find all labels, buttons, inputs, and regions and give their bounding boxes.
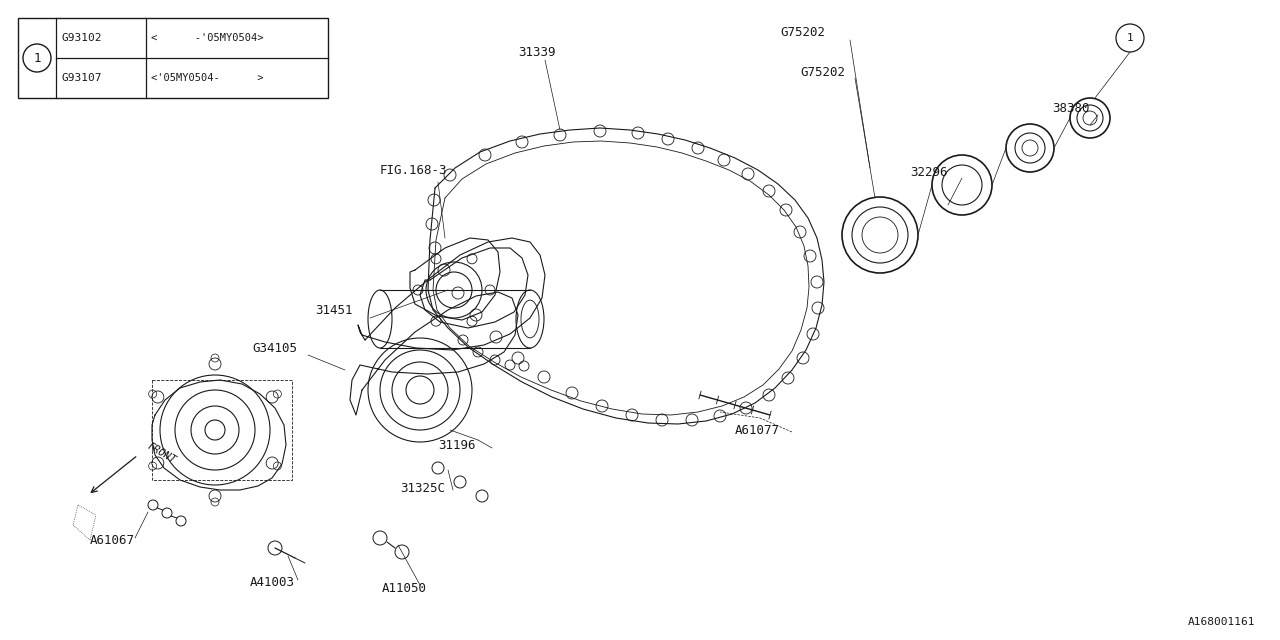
Text: 31451: 31451: [315, 303, 352, 317]
Text: G75202: G75202: [800, 65, 845, 79]
Text: <'05MY0504-      >: <'05MY0504- >: [151, 73, 264, 83]
Text: A61077: A61077: [735, 424, 780, 436]
Text: G34105: G34105: [252, 342, 297, 355]
Bar: [152, 380, 292, 480]
Text: 38380: 38380: [1052, 102, 1089, 115]
Text: 31339: 31339: [518, 45, 556, 58]
Text: 1: 1: [1126, 33, 1133, 43]
Text: 31325C: 31325C: [401, 481, 445, 495]
Text: FRONT: FRONT: [146, 441, 178, 465]
Text: A11050: A11050: [381, 582, 428, 595]
Text: A61067: A61067: [90, 534, 134, 547]
Text: FIG.168-3: FIG.168-3: [380, 163, 448, 177]
Text: 31196: 31196: [438, 438, 475, 451]
Text: 1: 1: [33, 51, 41, 65]
Text: G93102: G93102: [61, 33, 101, 43]
Text: A168001161: A168001161: [1188, 617, 1254, 627]
Text: <      -'05MY0504>: < -'05MY0504>: [151, 33, 264, 43]
Text: G75202: G75202: [780, 26, 826, 38]
Text: G93107: G93107: [61, 73, 101, 83]
Bar: [18, 18, 328, 98]
Text: 32296: 32296: [910, 166, 947, 179]
Text: A41003: A41003: [250, 575, 294, 589]
